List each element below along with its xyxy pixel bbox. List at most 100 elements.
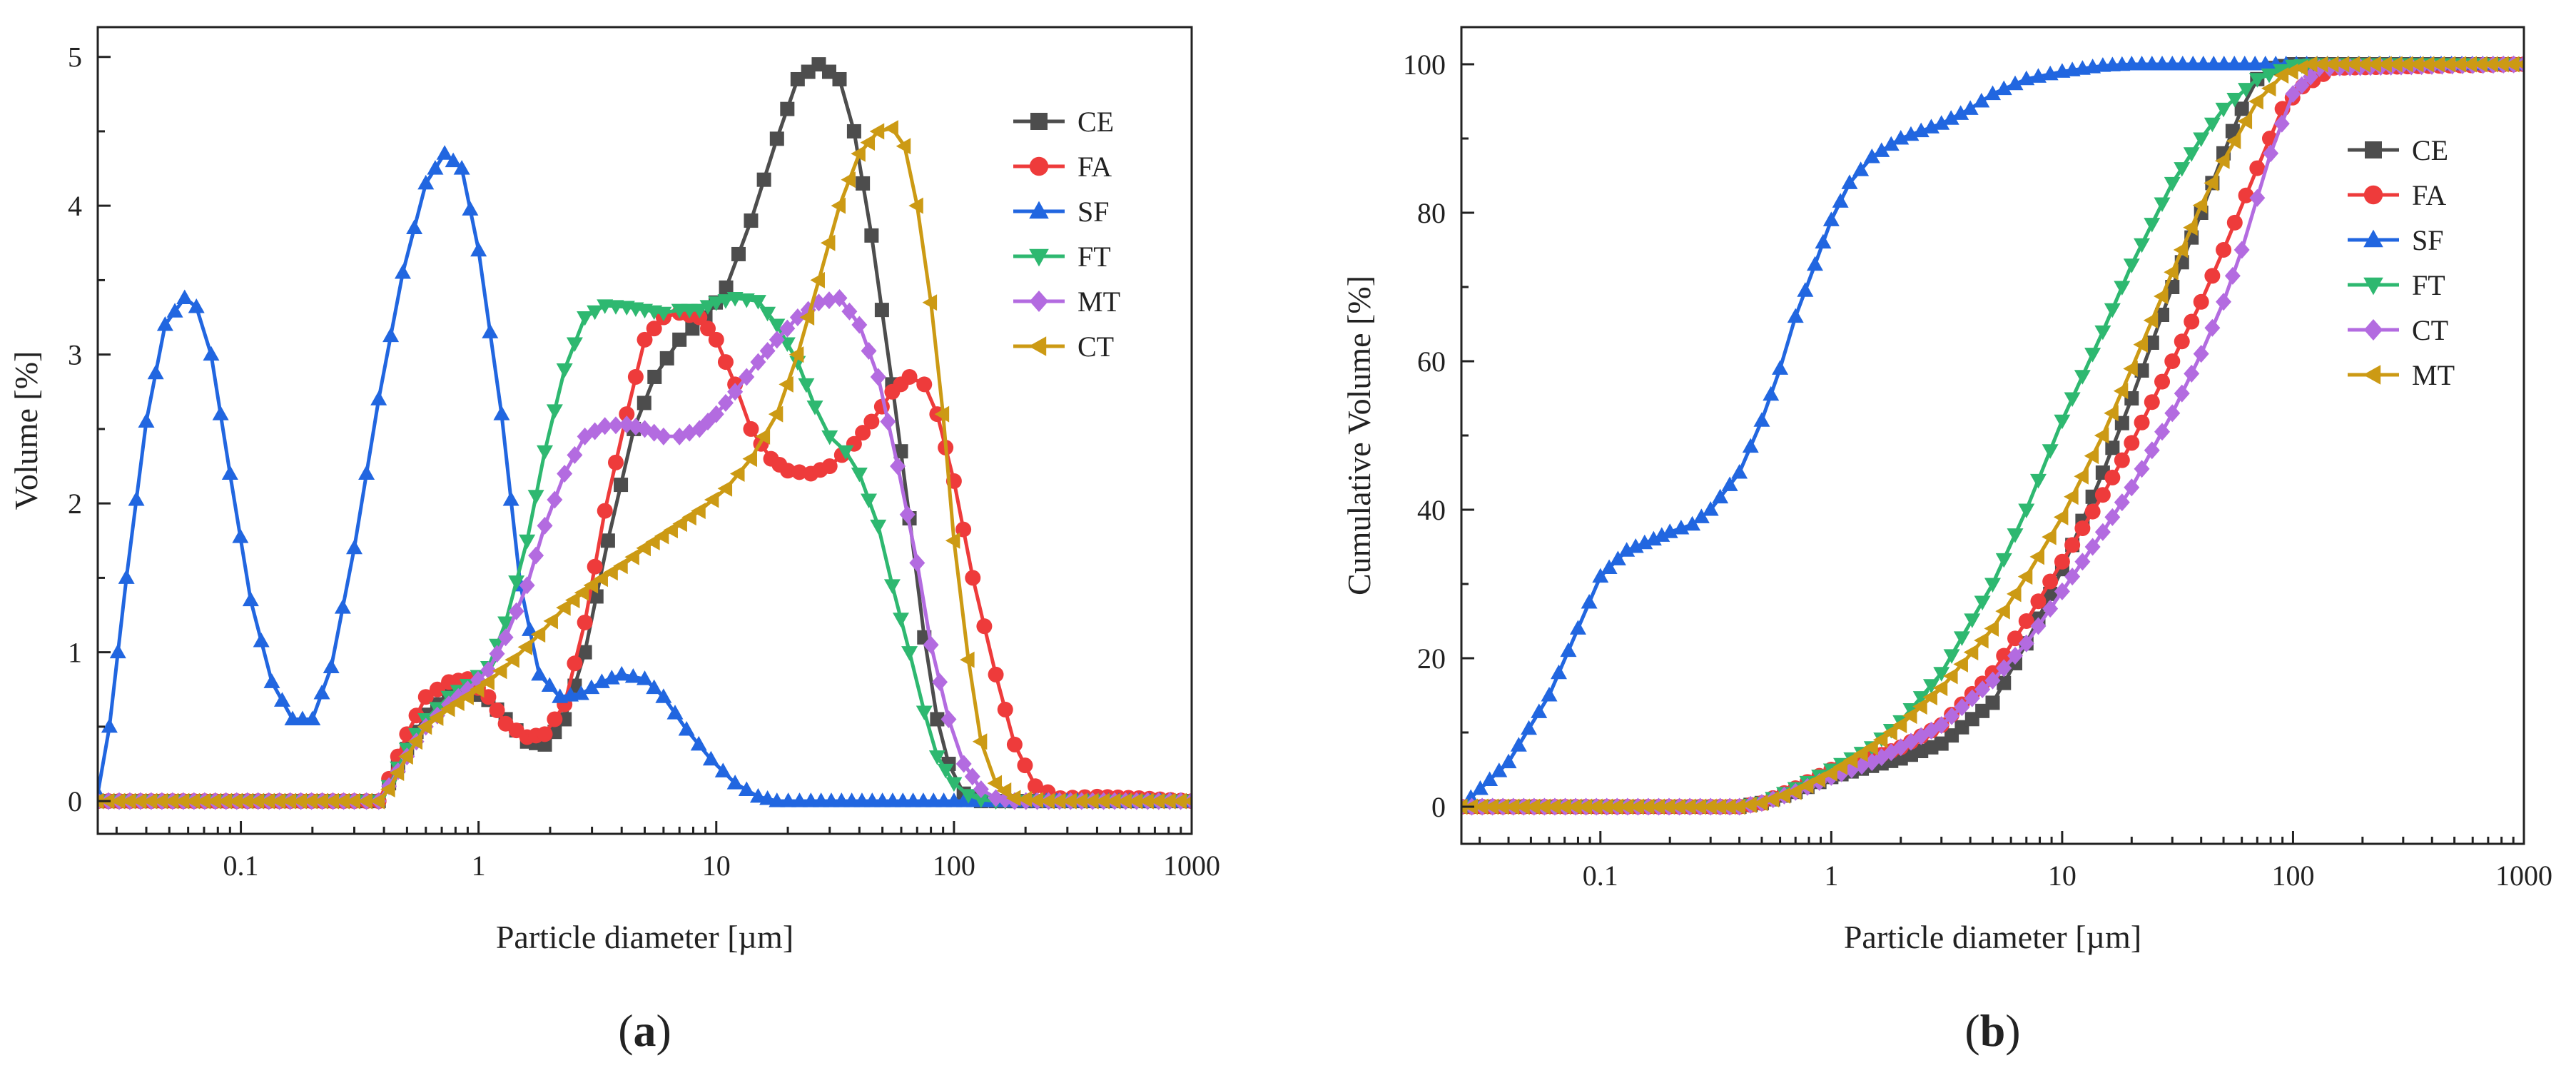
data-point	[821, 458, 838, 475]
data-point	[537, 516, 553, 535]
data-point	[1660, 798, 1675, 815]
data-point	[517, 638, 533, 655]
data-point	[2462, 56, 2478, 73]
data-point	[2074, 520, 2091, 536]
data-point	[2388, 56, 2403, 73]
x-tick-label: 1	[472, 850, 486, 882]
legend-swatch-marker	[1029, 291, 1049, 312]
data-point	[2195, 56, 2212, 71]
data-point	[1693, 508, 1710, 523]
data-point	[1618, 542, 1636, 557]
data-point	[788, 346, 804, 363]
data-point	[2134, 414, 2150, 430]
data-point	[960, 651, 975, 668]
data-point	[831, 288, 848, 307]
data-point	[1753, 412, 1770, 427]
data-point	[860, 134, 876, 151]
data-point	[647, 369, 662, 384]
data-point	[2114, 281, 2131, 296]
panel-label-open: (	[618, 1005, 633, 1056]
data-point	[2074, 468, 2089, 485]
data-point	[717, 393, 734, 412]
data-point	[292, 792, 308, 810]
data-point	[577, 645, 592, 660]
data-point	[1661, 523, 1678, 538]
data-point	[1017, 757, 1033, 774]
data-point	[1984, 578, 2001, 593]
x-tick-label: 0.1	[223, 850, 259, 882]
data-point	[1997, 675, 2012, 690]
data-point	[2007, 75, 2024, 91]
data-point	[221, 465, 238, 480]
data-point	[928, 750, 945, 765]
data-point	[470, 241, 487, 257]
data-point	[2192, 197, 2208, 214]
data-point	[1964, 613, 1981, 628]
data-point	[1863, 148, 1880, 163]
data-point	[1892, 130, 1910, 145]
data-point	[273, 692, 290, 707]
data-point	[2084, 348, 2101, 363]
data-point	[769, 331, 785, 349]
data-point	[2174, 333, 2190, 350]
data-point	[1963, 644, 1979, 661]
data-point	[2334, 56, 2350, 73]
data-point	[1050, 792, 1066, 810]
data-point	[1711, 798, 1727, 815]
data-point	[2007, 647, 2024, 665]
data-point	[138, 413, 155, 428]
data-point	[1996, 648, 2012, 664]
data-point	[691, 303, 708, 319]
data-point	[1006, 736, 1023, 752]
data-point	[930, 712, 945, 727]
y-tick-label: 2	[68, 488, 82, 520]
data-point	[1702, 501, 1719, 516]
data-point	[2440, 56, 2456, 73]
data-point	[2215, 152, 2230, 169]
data-point	[445, 152, 462, 168]
data-point	[380, 780, 395, 797]
data-point	[2144, 336, 2159, 350]
data-point	[1161, 792, 1176, 810]
x-tick-label: 1000	[1163, 850, 1220, 882]
data-point	[541, 677, 558, 692]
data-point	[923, 635, 939, 654]
data-point	[1995, 553, 2012, 568]
data-point	[749, 295, 766, 310]
data-point	[739, 368, 755, 386]
data-point	[672, 515, 687, 533]
data-point	[791, 792, 808, 807]
data-point	[2104, 508, 2121, 526]
data-point	[567, 655, 583, 672]
data-point	[482, 323, 499, 338]
data-point	[899, 505, 916, 524]
data-point	[557, 464, 573, 483]
data-point	[759, 341, 776, 360]
data-point	[2483, 56, 2498, 73]
data-point	[2094, 427, 2109, 444]
data-point	[2257, 56, 2274, 71]
data-point	[497, 616, 514, 631]
data-point	[2183, 147, 2200, 162]
data-point	[2205, 56, 2222, 71]
data-point	[1577, 798, 1593, 815]
data-point	[2123, 360, 2138, 377]
data-point	[382, 327, 400, 343]
data-point	[1952, 105, 1969, 120]
data-point	[131, 792, 147, 810]
data-point	[334, 599, 351, 614]
data-point	[940, 710, 957, 728]
data-point	[2054, 414, 2071, 430]
data-point	[440, 700, 455, 717]
data-point	[1772, 360, 1789, 375]
data-point	[976, 618, 993, 635]
data-point	[2248, 73, 2266, 88]
legend-label: FT	[2412, 269, 2445, 301]
data-point	[1942, 110, 1959, 125]
data-point	[2017, 568, 2033, 585]
data-point	[700, 321, 716, 337]
data-point	[727, 383, 744, 401]
data-point	[1863, 739, 1878, 756]
data-point	[932, 672, 948, 691]
legend-label: SF	[1077, 196, 1110, 228]
